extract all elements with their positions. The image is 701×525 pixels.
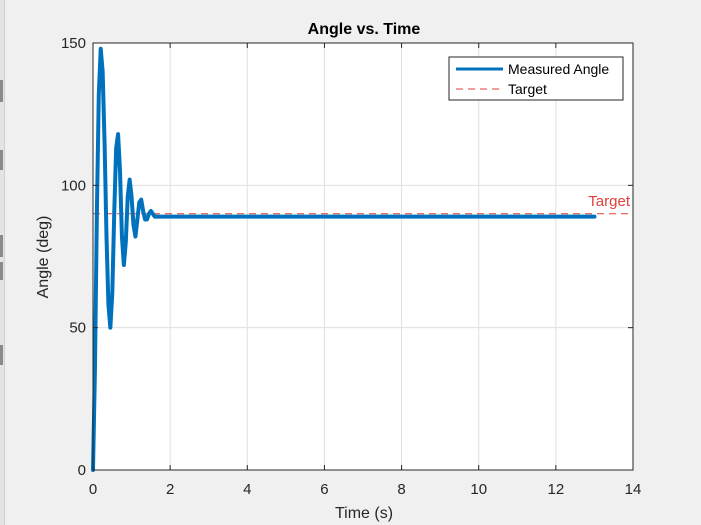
legend-label-measured-angle: Measured Angle — [508, 61, 609, 77]
y-tick-label: 0 — [78, 462, 86, 479]
axis-ticks: 0 2 4 6 8 10 12 14 0 50 100 150 — [61, 35, 641, 498]
plot-box — [92, 42, 634, 471]
legend: Measured Angle Target — [448, 56, 624, 101]
x-tick-label: 2 — [166, 481, 174, 498]
series-line-measured-angle — [91, 46, 597, 472]
x-tick-label: 10 — [470, 481, 487, 498]
x-tick-label: 8 — [397, 481, 405, 498]
x-tick-label: 4 — [243, 481, 251, 498]
y-tick-label: 50 — [69, 320, 86, 337]
series-layer — [91, 46, 633, 472]
legend-box — [448, 56, 624, 101]
y-tick-label: 150 — [61, 35, 86, 52]
x-axis-label: Time (s) — [335, 505, 393, 522]
x-tick-label: 14 — [625, 481, 642, 498]
target-annotation: Target — [588, 193, 631, 210]
y-axis-label: Angle (deg) — [35, 216, 52, 299]
y-tick-label: 100 — [61, 177, 86, 194]
chart-title: Angle vs. Time — [308, 21, 421, 38]
left-toolbar-strip — [0, 0, 5, 525]
x-tick-label: 6 — [320, 481, 328, 498]
x-tick-label: 0 — [89, 481, 97, 498]
plot-area — [93, 43, 633, 470]
legend-label-target: Target — [508, 81, 547, 97]
x-tick-label: 12 — [548, 481, 565, 498]
